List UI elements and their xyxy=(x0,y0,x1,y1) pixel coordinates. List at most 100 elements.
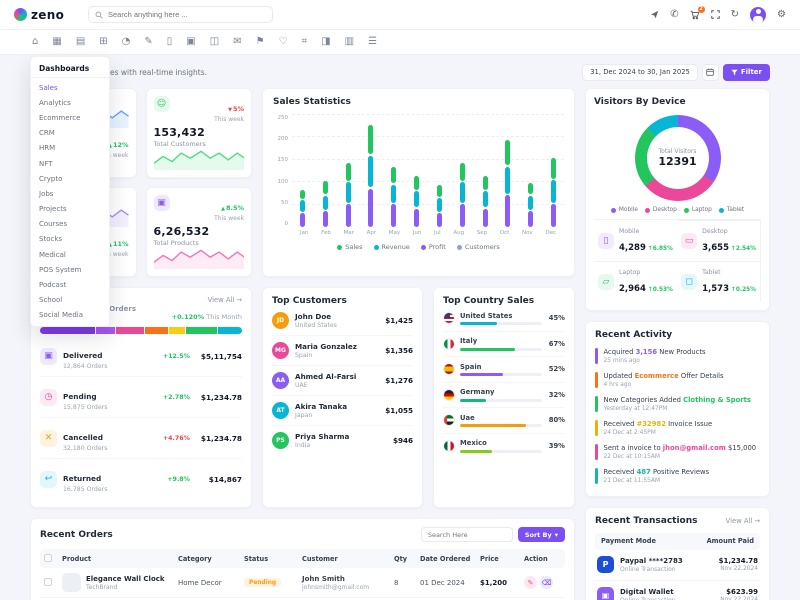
activity-marker xyxy=(595,348,598,364)
bar-mar xyxy=(345,161,351,227)
country-row: United States 45% xyxy=(443,306,565,332)
sort-by-button[interactable]: Sort By ▾ xyxy=(517,527,565,542)
dropdown-item[interactable]: POS System xyxy=(39,265,82,274)
legend-item[interactable]: Revenue xyxy=(373,243,410,251)
sparkline-chart xyxy=(153,150,244,170)
fullscreen-icon[interactable] xyxy=(710,10,720,19)
calendar-icon xyxy=(706,68,715,76)
dropdown-item[interactable]: Jobs xyxy=(39,189,54,198)
dropdown-item[interactable]: CRM xyxy=(39,129,55,138)
legend-item[interactable]: Desktop xyxy=(644,207,677,213)
customer-row[interactable]: PS Priya Sharma India $946 xyxy=(272,426,413,455)
dropdown-item[interactable]: Stocks xyxy=(39,235,63,244)
dashboards-dropdown: Dashboards Sales Analytics Ecommerce CRM HRM… xyxy=(30,56,110,327)
device-stat: ▭ Desktop 3,655 ↑2.54% xyxy=(677,220,761,261)
home-icon[interactable]: ⌂ xyxy=(32,36,39,47)
view-all-link[interactable]: View All → xyxy=(725,516,760,525)
customer-row[interactable]: AA Ahmed Al-Farsi UAE $1,276 xyxy=(272,366,413,396)
legend-item[interactable]: Customers xyxy=(456,243,500,251)
pages-icon[interactable]: ▤ xyxy=(75,36,86,47)
notes-icon[interactable]: ✎ xyxy=(144,36,153,47)
calendar-button[interactable] xyxy=(701,63,719,81)
device-icon: ▯ xyxy=(598,232,614,249)
main-menu-bar: ⌂ ▦ ▤ ⊞ ◔ ✎ ▯ ▣ ◫ ✉ ⚑ ♡ ⌗ ◨ ▥ ☰ xyxy=(0,30,800,55)
device-stat: ▱ Laptop 2,964 ↑0.53% xyxy=(594,261,678,302)
legend-item[interactable]: Profit xyxy=(420,243,446,251)
legend-item[interactable]: Laptop xyxy=(683,207,712,213)
country-row: Germany 32% xyxy=(443,383,565,408)
activity-marker xyxy=(595,467,598,484)
dropdown-item[interactable]: Crypto xyxy=(39,174,63,183)
top-country-sales-title: Top Country Sales xyxy=(443,296,535,306)
call-icon[interactable]: ✆ xyxy=(670,8,679,20)
components-icon[interactable]: ▣ xyxy=(186,36,196,47)
customer-row[interactable]: MG Maria Gonzalez Spain $1,356 xyxy=(272,336,413,366)
dropdown-item[interactable]: School xyxy=(39,296,63,305)
search-input[interactable] xyxy=(108,10,266,19)
mail-icon[interactable]: ✉ xyxy=(233,36,242,47)
dropdown-item[interactable]: Sales xyxy=(39,83,58,92)
dropdown-item[interactable]: Projects xyxy=(39,205,67,214)
filter-button[interactable]: Filter xyxy=(722,63,770,81)
customer-row[interactable]: AT Akira Tanaka Japan $1,055 xyxy=(272,396,413,426)
progress-bar xyxy=(460,449,492,453)
orders-search-input[interactable] xyxy=(420,527,513,542)
customer-row[interactable]: JD John Doe United States $1,425 xyxy=(272,306,413,336)
favorites-icon[interactable]: ♡ xyxy=(278,36,288,47)
dropdown-item[interactable]: HRM xyxy=(39,144,56,153)
legend-item[interactable]: Sales xyxy=(337,243,363,251)
dropdown-item[interactable]: Analytics xyxy=(39,98,71,107)
bar-jul xyxy=(436,184,442,227)
bar-segment xyxy=(40,327,95,334)
caret-down-icon: ▾ xyxy=(554,530,558,539)
edit-button[interactable]: ✎ xyxy=(524,576,537,589)
dropdown-item[interactable]: Medical xyxy=(39,250,66,259)
select-all-checkbox[interactable] xyxy=(44,553,52,562)
view-all-link[interactable]: View All → xyxy=(207,296,242,304)
legend-item[interactable]: Tablet xyxy=(718,207,744,213)
total-visitors-value: 12391 xyxy=(658,155,697,168)
country-flag-icon xyxy=(443,388,455,401)
bar-dec xyxy=(550,157,556,227)
product-image xyxy=(62,573,81,592)
charts-icon[interactable]: ◨ xyxy=(321,36,331,47)
date-range-picker[interactable]: 31, Dec 2024 to 30, Jan 2025 xyxy=(582,63,698,81)
menu-icon[interactable]: ☰ xyxy=(368,36,378,47)
settings-gear-icon[interactable]: ⚙ xyxy=(777,8,786,20)
dropdown-item[interactable]: Courses xyxy=(39,220,68,229)
status-icon: ▣ xyxy=(40,347,57,365)
country-row: Mexico 39% xyxy=(443,434,565,459)
mobile-icon[interactable]: ▯ xyxy=(166,36,173,47)
stat-label: Total Customers xyxy=(153,140,206,148)
status-badge: Pending xyxy=(244,578,282,588)
dashboards-icon[interactable]: ▦ xyxy=(52,36,62,47)
refresh-icon[interactable]: ↻ xyxy=(730,8,740,20)
delete-button[interactable]: ⌫ xyxy=(540,576,553,589)
tables-icon[interactable]: ▥ xyxy=(344,36,355,47)
bar-feb xyxy=(322,179,328,227)
dropdown-item[interactable]: NFT xyxy=(39,159,53,168)
dropdown-item[interactable]: Social Media xyxy=(39,311,84,320)
activity-item: Acquired 3,156 New Products 25 mins ago xyxy=(595,344,760,368)
arrow-right-icon: → xyxy=(236,296,242,304)
legend-item[interactable]: Mobile xyxy=(610,207,638,213)
user-avatar[interactable] xyxy=(750,6,767,23)
customer-avatar: JD xyxy=(272,312,289,329)
grid-icon[interactable]: ⌗ xyxy=(301,36,308,47)
flag-icon[interactable]: ⚑ xyxy=(255,36,265,47)
dropdown-item[interactable]: Podcast xyxy=(39,281,67,290)
dropdown-item[interactable]: Ecommerce xyxy=(39,113,81,122)
widgets-icon[interactable]: ◫ xyxy=(209,36,220,47)
cart-icon[interactable]: 2 xyxy=(690,5,705,20)
applications-icon[interactable]: ⊞ xyxy=(99,36,108,47)
row-checkbox[interactable] xyxy=(44,577,52,586)
send-icon[interactable] xyxy=(650,10,659,19)
brand-logo[interactable]: zeno xyxy=(14,8,76,22)
tasks-icon[interactable]: ◔ xyxy=(121,36,131,47)
visitors-by-device-card: Visitors By Device Total Visitors 12391 … xyxy=(585,88,770,311)
top-country-sales-card: Top Country Sales United States 45% xyxy=(433,287,575,508)
progress-bar xyxy=(460,424,526,427)
orders-growth: +0.120% xyxy=(171,313,205,321)
stat-card: ▣ 8.5% This week 6,26,532 Total Products xyxy=(145,187,252,277)
